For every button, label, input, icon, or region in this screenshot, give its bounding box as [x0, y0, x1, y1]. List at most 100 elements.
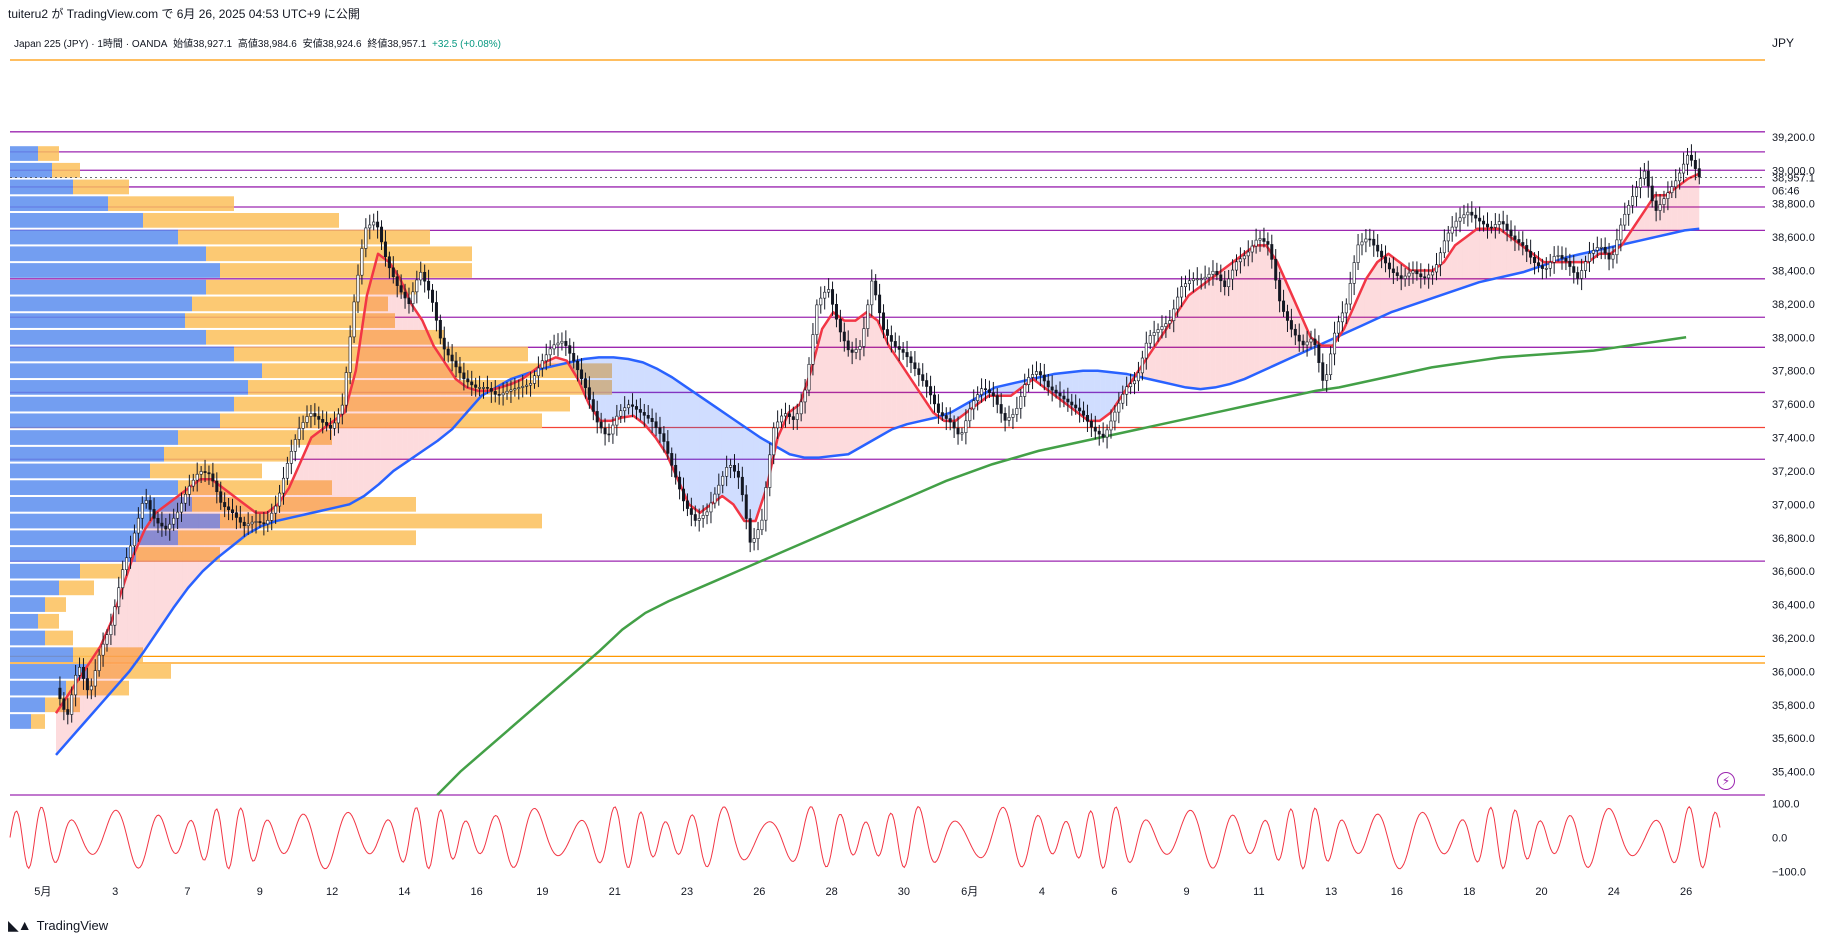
volume-profile-down-11: [206, 329, 444, 345]
candle-body-406: [1646, 170, 1650, 187]
candle-body-298: [1223, 280, 1227, 288]
oscillator-tick-1: 0.0: [1772, 833, 1787, 845]
candle-body-46: [234, 512, 238, 518]
ma-fill-segment-127: [753, 433, 760, 522]
candle-body-252: [1042, 374, 1046, 382]
candle-body-66: [313, 413, 317, 417]
candle-body-358: [1458, 217, 1462, 222]
volume-profile-up-29: [10, 630, 45, 646]
ma-fill-segment-107: [644, 362, 650, 431]
change-value: +32.5 (+0.08%): [432, 39, 501, 50]
ma-fill-segment-150: [880, 326, 886, 436]
volume-profile-up-32: [10, 680, 66, 696]
candle-body-280: [1152, 332, 1156, 336]
ma-fill-segment-52: [341, 402, 348, 507]
candle-body-414: [1678, 172, 1682, 182]
candle-body-383: [1556, 255, 1560, 257]
price-tick-18: 35,600.0: [1772, 733, 1815, 745]
candle-body-409: [1658, 204, 1662, 211]
volume-profile-down-30: [73, 647, 143, 663]
ma-fill-segment-295: [1677, 182, 1683, 233]
currency-label[interactable]: JPY: [1772, 36, 1795, 50]
ma-fill-segment-113: [677, 380, 683, 491]
candle-body-211: [882, 312, 886, 330]
ma-fill-segment-68: [429, 337, 436, 447]
candle-body-257: [1062, 395, 1066, 400]
candle-body-93: [419, 271, 423, 281]
candle-body-165: [701, 515, 705, 519]
candle-body-372: [1513, 235, 1517, 240]
candle-body-297: [1219, 274, 1223, 282]
candle-body-64: [305, 416, 309, 423]
candle-body-307: [1258, 238, 1262, 241]
candle-body-227: [944, 415, 948, 419]
time-tick-10: 26: [753, 886, 765, 898]
time-tick-23: 26: [1680, 886, 1692, 898]
candle-body-235: [976, 394, 980, 401]
volume-profile-down-19: [150, 463, 262, 479]
ma-fill-segment-247: [1413, 270, 1419, 305]
candle-body-416: [1686, 154, 1690, 165]
volume-profile-up-6: [10, 246, 206, 262]
candle-body-23: [144, 500, 148, 504]
candle-body-29: [168, 523, 172, 530]
candle-body-75: [348, 336, 352, 373]
price-tick-19: 35,400.0: [1772, 767, 1815, 779]
ma-fill-segment-48: [319, 427, 326, 512]
candle-body-41: [215, 480, 219, 493]
candle-body-328: [1340, 312, 1344, 323]
candle-body-326: [1333, 332, 1337, 355]
ma-fill-segment-49: [325, 422, 331, 510]
ma-fill-segment-114: [682, 384, 689, 503]
ma-fill-segment-154: [902, 366, 908, 426]
lightning-bolt-icon[interactable]: ⚡: [1717, 772, 1735, 790]
candle-body-203: [850, 349, 854, 353]
ma-fill-segment-252: [1440, 258, 1447, 296]
candle-body-333: [1360, 241, 1364, 246]
candle-body-128: [556, 342, 560, 346]
candle-body-302: [1238, 258, 1242, 263]
candle-body-275: [1133, 380, 1137, 385]
ma-fill-segment-149: [874, 318, 881, 440]
candle-body-132: [572, 353, 576, 362]
price-tick-17: 35,800.0: [1772, 700, 1815, 712]
volume-profile-up-24: [10, 547, 136, 562]
candle-body-106: [470, 381, 474, 386]
price-tick-14: 36,400.0: [1772, 600, 1815, 612]
candle-body-122: [532, 375, 536, 384]
candle-body-223: [929, 386, 933, 396]
candle-body-311: [1274, 259, 1278, 281]
candle-body-189: [795, 413, 799, 420]
ma-fill-segment-11: [116, 589, 122, 687]
tradingview-logo[interactable]: ◣▲ TradingView: [8, 917, 108, 934]
candle-body-58: [281, 477, 285, 494]
candle-body-90: [407, 297, 411, 305]
time-tick-18: 13: [1325, 886, 1337, 898]
candle-body-247: [1023, 384, 1027, 397]
ma-fill-segment-287: [1633, 219, 1639, 243]
candle-body-51: [254, 521, 258, 523]
ma-fill-segment-28: [209, 479, 216, 565]
volume-profile-down-0: [38, 146, 59, 161]
candle-body-391: [1587, 253, 1591, 262]
candle-body-1: [58, 687, 62, 700]
candle-body-222: [925, 380, 929, 387]
candle-body-196: [823, 291, 827, 299]
last-price-marker: 38,957.106:46: [10, 172, 1815, 197]
symbol-info-line[interactable]: Japan 225 (JPY) · 1時間 · OANDA 始値38,927.1…: [14, 35, 504, 50]
ma-fill-segment-99: [600, 357, 606, 421]
candle-body-42: [219, 491, 223, 503]
candle-body-305: [1250, 245, 1254, 253]
candle-body-355: [1446, 232, 1450, 242]
candle-body-200: [838, 318, 842, 333]
candle-body-404: [1638, 178, 1642, 188]
tradingview-logo-icon: ◣▲: [8, 917, 32, 933]
candle-body-285: [1172, 308, 1176, 321]
candle-body-202: [846, 340, 850, 351]
ma-fill-segment-147: [863, 314, 870, 446]
ma-fill-segment-253: [1446, 250, 1452, 294]
candle-body-127: [552, 344, 556, 350]
time-tick-19: 16: [1391, 886, 1403, 898]
ma-fill-segment-53: [347, 382, 353, 505]
